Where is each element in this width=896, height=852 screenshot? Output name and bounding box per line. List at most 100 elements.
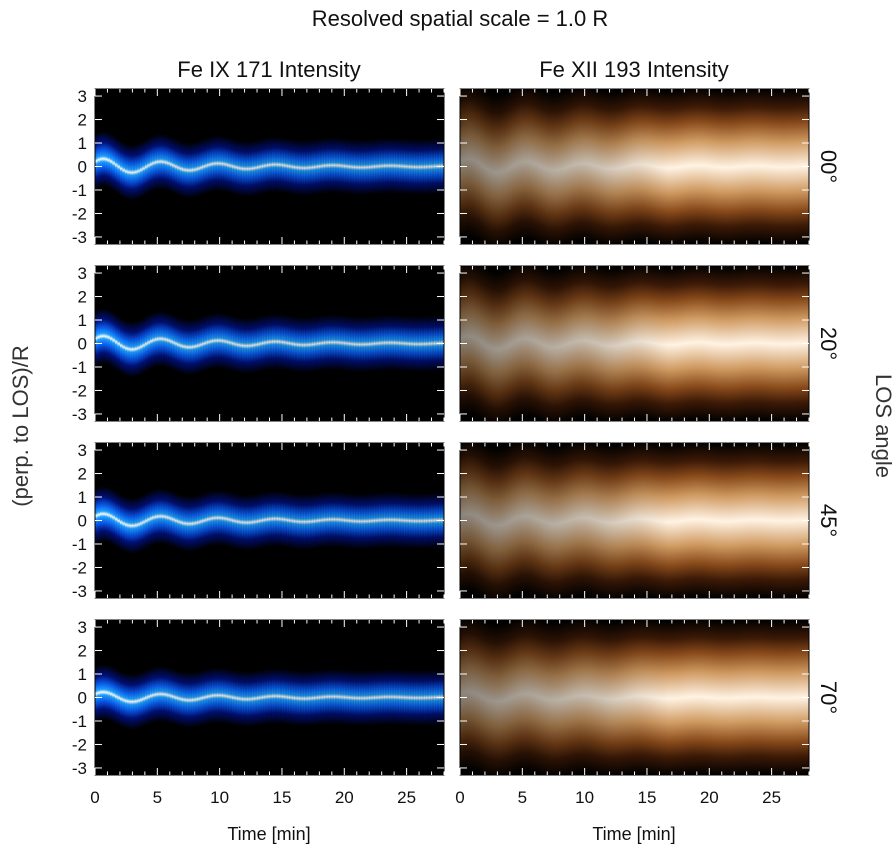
y-tick-label: 1 (78, 134, 87, 153)
heat-strip (346, 450, 350, 591)
y-tick-label: 3 (78, 87, 87, 106)
heat-strip (124, 631, 128, 771)
heat-strip (329, 626, 333, 767)
y-tick-label: 1 (78, 311, 87, 330)
heat-strip (122, 630, 126, 770)
heat-strip (114, 449, 119, 589)
heat-strip (152, 447, 156, 588)
heat-strip (311, 97, 315, 238)
heat-strip (209, 626, 213, 766)
heat-strip (371, 97, 375, 237)
angle-label: 70° (816, 681, 841, 714)
heat-strip (207, 626, 211, 767)
heat-strip (99, 266, 104, 406)
heat-strip (257, 97, 261, 238)
heat-strip (406, 450, 410, 591)
x-tick-label: 0 (90, 788, 99, 807)
heat-strip (147, 627, 151, 767)
heat-strip (351, 97, 355, 237)
heat-strip (331, 95, 335, 236)
heat-strip (199, 451, 203, 592)
heat-strip (159, 269, 163, 409)
heat-strip (384, 627, 388, 767)
heat-strip (177, 628, 181, 769)
heat-strip (107, 623, 111, 763)
heat-strip (99, 89, 104, 229)
heat-strip (269, 272, 273, 412)
heat-strip (421, 451, 425, 591)
heat-strip (267, 272, 271, 412)
heat-strip (286, 273, 291, 413)
heat-strip (194, 276, 198, 417)
heat-strip (304, 452, 308, 592)
heat-strip (326, 626, 330, 767)
y-tick-label: 3 (78, 441, 87, 460)
heat-strip (154, 447, 158, 587)
heat-strip (309, 97, 313, 238)
heat-strip (162, 269, 166, 409)
heat-strip (376, 450, 380, 591)
heat-strip (129, 456, 133, 596)
heat-strip (276, 94, 281, 235)
y-tick-label: 0 (78, 158, 87, 177)
heat-strip (331, 449, 335, 590)
heat-strip (217, 448, 221, 588)
heat-strip (289, 96, 293, 237)
heat-strip (172, 449, 176, 590)
heat-strip (107, 445, 111, 585)
y-axis-label: (perp. to LOS)/R (8, 345, 33, 506)
heat-strip (301, 98, 305, 238)
angle-label: 20° (816, 327, 841, 360)
heat-strip (172, 272, 176, 413)
heat-strip (259, 450, 263, 591)
heat-strip (336, 95, 340, 236)
heat-strip (379, 627, 383, 767)
heat-strip (214, 93, 218, 234)
y-tick-label: 2 (78, 111, 87, 130)
heat-strip (411, 274, 415, 414)
heat-strip (371, 627, 375, 768)
heat-strip (189, 277, 193, 417)
heat-strip (399, 450, 403, 590)
y-tick-label: -2 (72, 204, 87, 223)
heat-strip (139, 100, 143, 240)
heat-strip (202, 97, 206, 237)
heat-strip (274, 271, 278, 412)
heat-strip (306, 275, 310, 415)
heat-strip (366, 628, 370, 768)
heat-strip (264, 272, 268, 413)
heat-strip (271, 626, 276, 766)
heat-strip (334, 95, 338, 236)
heat-strip (321, 450, 325, 590)
heat-strip (247, 629, 251, 769)
heat-strip (299, 275, 303, 415)
heat-strip (309, 274, 313, 415)
heat-strip (406, 627, 410, 768)
heat-strip (316, 627, 320, 768)
heat-strip (134, 631, 138, 772)
heat-strip (411, 628, 415, 768)
heat-strip (229, 450, 233, 590)
heat-strip (269, 449, 273, 589)
heat-strip (187, 454, 191, 594)
heat-strip (137, 101, 141, 241)
y-tick-label: 2 (78, 288, 87, 307)
heat-strip (169, 94, 173, 235)
heat-strip (301, 452, 305, 592)
heat-strip (119, 452, 124, 593)
heat-strip (242, 99, 246, 239)
heat-strip (316, 450, 320, 591)
heat-strip (319, 627, 323, 768)
heat-strip (426, 274, 430, 414)
x-tick-label: 25 (762, 788, 781, 807)
heat-strip (192, 453, 196, 594)
heat-strip (192, 100, 196, 240)
heat-strip (349, 451, 353, 591)
heat-strip (119, 629, 124, 769)
heat-strip (356, 628, 360, 768)
heat-strip (267, 449, 271, 590)
heat-strip (242, 452, 246, 593)
heat-strip (291, 628, 296, 768)
heat-strip (311, 451, 315, 591)
heat-strip (232, 627, 236, 768)
